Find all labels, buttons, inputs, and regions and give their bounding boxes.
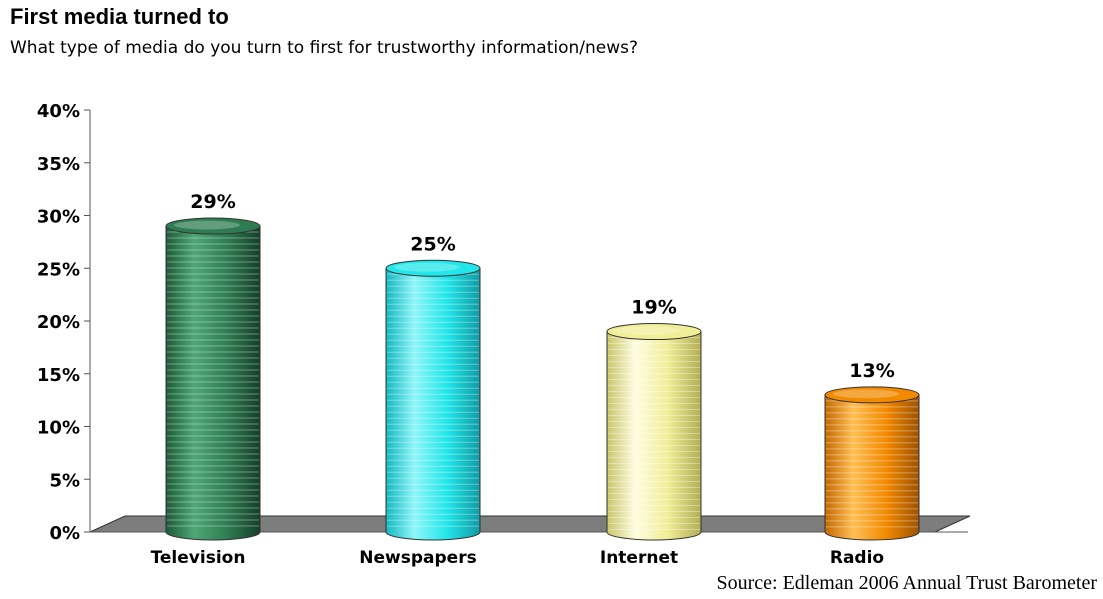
y-tick-label: 15% (37, 365, 80, 386)
y-tick-label: 5% (49, 470, 80, 491)
category-labels: Television Newspapers Internet Radio (151, 548, 885, 568)
chart-title: First media turned to (10, 4, 229, 29)
y-tick-label: 0% (49, 523, 80, 544)
data-label: 25% (410, 233, 455, 255)
source-note: Source: Edleman 2006 Annual Trust Barome… (716, 572, 1097, 594)
y-tick-label: 30% (37, 207, 80, 228)
bar-top (824, 386, 920, 404)
chart-subtitle: What type of media do you turn to first … (10, 38, 639, 58)
category-label: Television (151, 548, 246, 568)
data-label: 13% (849, 360, 894, 382)
bar-body (165, 225, 261, 541)
y-axis-ticks: 0% 5% 10% 15% 20% 25% 30% 35% 40% (37, 101, 90, 544)
y-tick-label: 25% (37, 259, 80, 280)
bar-banding (167, 231, 259, 527)
y-tick-label: 20% (37, 312, 80, 333)
bar-body (606, 331, 702, 541)
category-label: Newspapers (359, 548, 476, 568)
bar-television: 29% (165, 191, 261, 541)
bar-top (385, 259, 481, 277)
bar-banding (608, 337, 700, 531)
y-tick-label: 40% (37, 101, 80, 122)
cylinder-bar-chart: 0% 5% 10% 15% 20% 25% 30% 35% 40% 29% 25% 19% 13% T… (37, 101, 971, 568)
data-label: 19% (631, 297, 676, 319)
bar-top (165, 217, 261, 235)
bar-banding (387, 273, 479, 527)
bar-radio: 13% (824, 360, 920, 541)
bar-newspapers: 25% (385, 233, 481, 541)
bar-banding (826, 400, 918, 528)
y-tick-label: 35% (37, 154, 80, 175)
data-label: 29% (190, 191, 235, 213)
bar-body (824, 394, 920, 541)
bar-top (606, 323, 702, 341)
y-tick-label: 10% (37, 418, 80, 439)
category-label: Internet (600, 548, 678, 568)
category-label: Radio (830, 548, 884, 568)
bar-body (385, 267, 481, 541)
bar-internet: 19% (606, 297, 702, 541)
bars: 29% 25% 19% 13% (165, 191, 920, 541)
